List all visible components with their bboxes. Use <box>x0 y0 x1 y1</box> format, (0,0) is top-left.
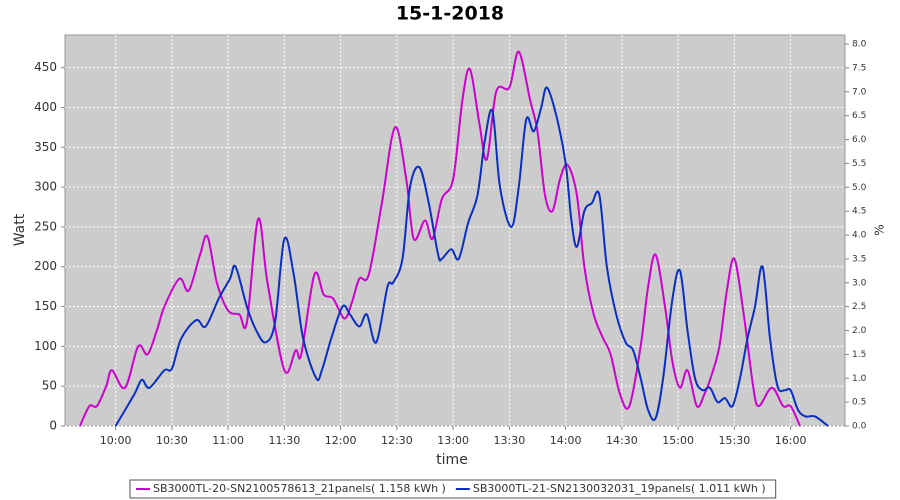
y2-tick-label: 3.0 <box>852 278 867 288</box>
y-tick-label: 450 <box>34 60 57 74</box>
y2-tick-label: 0.5 <box>852 398 866 408</box>
x-tick-label: 14:30 <box>606 434 638 447</box>
plot-area <box>64 34 846 427</box>
x-tick-label: 13:00 <box>437 434 469 447</box>
x-tick-label: 14:00 <box>550 434 582 447</box>
y2-tick-label: 1.5 <box>852 350 866 360</box>
x-tick-label: 11:00 <box>212 434 244 447</box>
x-tick-label: 12:00 <box>325 434 357 447</box>
y-tick-label: 350 <box>34 140 57 154</box>
y2-tick-label: 8.0 <box>852 40 867 50</box>
x-tick-label: 15:00 <box>662 434 694 447</box>
x-tick-label: 11:30 <box>269 434 301 447</box>
x-tick-label: 13:30 <box>494 434 526 447</box>
x-axis-label: time <box>436 452 468 468</box>
legend-label: SB3000TL-20-SN2100578613_21panels( 1.158… <box>153 482 446 495</box>
y2-tick-label: 3.5 <box>852 254 866 264</box>
y-tick-label: 100 <box>34 339 57 353</box>
x-tick-label: 15:30 <box>719 434 751 447</box>
y-tick-label: 250 <box>34 219 57 233</box>
y2-tick-label: 1.0 <box>852 374 867 384</box>
y2-tick-label: 0.0 <box>852 422 867 432</box>
x-tick-label: 16:00 <box>775 434 807 447</box>
legend-label: SB3000TL-21-SN2130032031_19panels( 1.011… <box>473 482 766 495</box>
y2-tick-label: 4.5 <box>852 207 866 217</box>
y-tick-label: 50 <box>42 379 57 393</box>
series-line <box>114 86 829 427</box>
x-tick-label: 12:30 <box>381 434 413 447</box>
y-axis-label: Watt <box>12 213 28 246</box>
y2-tick-label: 2.0 <box>852 326 867 336</box>
y-tick-label: 200 <box>34 259 57 273</box>
y-tick-label: 150 <box>34 299 57 313</box>
y2-tick-label: 6.0 <box>852 135 867 145</box>
y2-tick-label: 6.5 <box>852 111 866 121</box>
y2-axis-label: % <box>873 224 887 235</box>
x-tick-label: 10:30 <box>156 434 188 447</box>
legend-box <box>129 479 777 499</box>
y-tick-label: 0 <box>49 419 57 433</box>
series-line <box>79 50 801 427</box>
x-tick-label: 10:00 <box>100 434 132 447</box>
y2-tick-label: 4.0 <box>852 231 867 241</box>
y-tick-label: 300 <box>34 180 57 194</box>
y-tick-label: 400 <box>34 100 57 114</box>
y2-tick-label: 5.0 <box>852 183 867 193</box>
y2-tick-label: 5.5 <box>852 159 866 169</box>
y2-tick-label: 7.5 <box>852 63 866 73</box>
y2-tick-label: 2.5 <box>852 302 866 312</box>
y2-tick-label: 7.0 <box>852 87 867 97</box>
chart-title: 15-1-2018 <box>396 3 504 25</box>
